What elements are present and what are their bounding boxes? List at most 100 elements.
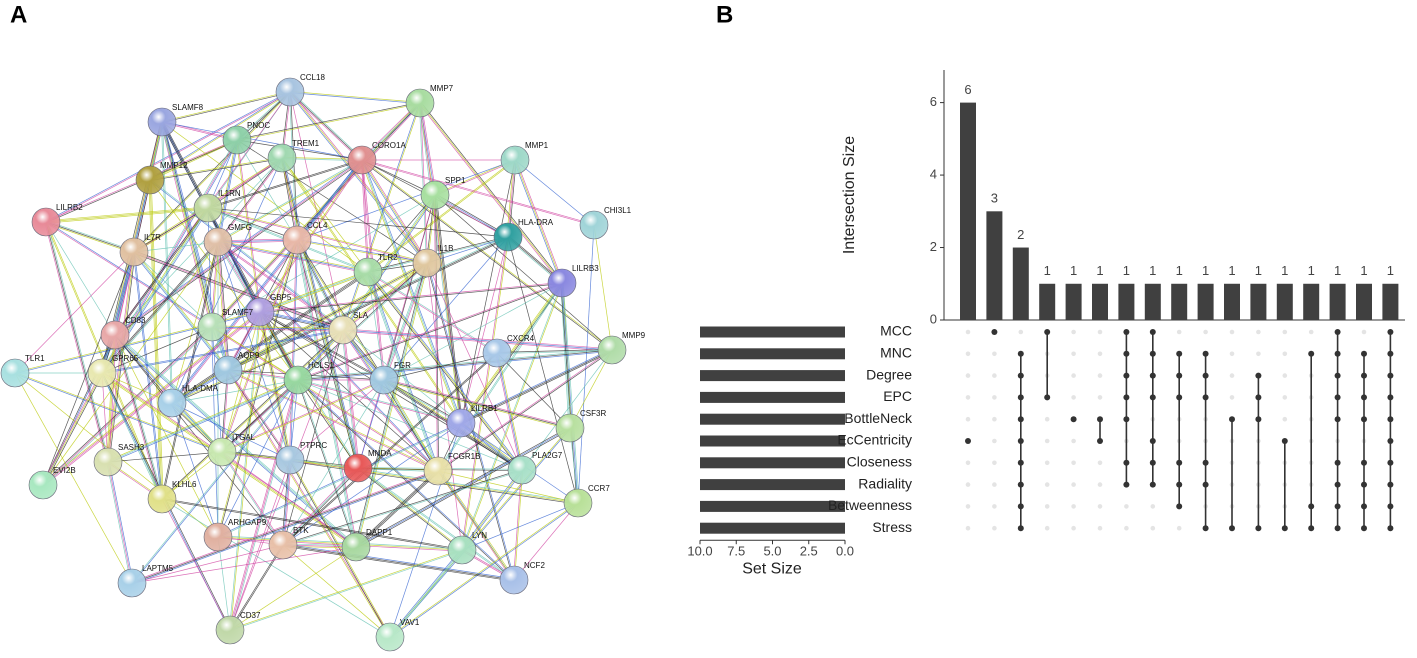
network-edge (221, 311, 261, 453)
network-edge (131, 469, 438, 583)
network-edge (208, 158, 283, 209)
network-edge (297, 239, 385, 380)
network-edge (14, 251, 135, 374)
network-node (213, 355, 243, 385)
network-edge (462, 237, 509, 551)
network-edge (438, 283, 563, 472)
matrix-dot (1255, 394, 1262, 401)
network-edge (462, 470, 524, 551)
matrix-dot (1176, 372, 1183, 379)
network-edge (217, 536, 231, 631)
set-size-bar (700, 522, 845, 534)
network-edge (161, 121, 363, 161)
matrix-dot (1123, 416, 1130, 423)
network-edge (160, 122, 212, 328)
network-edge (513, 502, 579, 581)
matrix-empty-dot (1097, 395, 1103, 400)
network-node (245, 297, 275, 327)
bar-label: 1 (1123, 263, 1130, 278)
network-edge (281, 157, 369, 273)
network-edge (101, 241, 219, 374)
set-label: Radiality (858, 475, 912, 491)
network-edge (43, 327, 214, 487)
node-label: LILRB3 (572, 264, 599, 273)
bar (1382, 283, 1399, 320)
matrix-dot (1149, 394, 1156, 401)
matrix-dot (1361, 459, 1367, 466)
matrix-dot (1097, 416, 1103, 423)
node-label: HLA-DRA (518, 218, 554, 227)
y-tick-label: 4 (930, 167, 937, 182)
network-edge (383, 379, 571, 429)
matrix-dot (1070, 416, 1077, 423)
network-edge (14, 373, 222, 453)
network-edge (15, 372, 223, 452)
network-edge (361, 160, 368, 273)
network-edge (418, 103, 562, 284)
matrix-empty-dot (992, 416, 997, 422)
network-edge (230, 545, 284, 631)
matrix-dot (1123, 394, 1130, 401)
network-edge (218, 158, 283, 243)
network-edge (171, 379, 299, 404)
network-edge (283, 470, 523, 546)
network-edge (496, 349, 612, 353)
network-edge (297, 380, 514, 581)
network-edge (342, 194, 436, 331)
network-edge (133, 251, 213, 328)
network-edge (133, 91, 290, 252)
network-edge (207, 159, 362, 208)
matrix-dot (965, 438, 971, 444)
network-edge (227, 236, 509, 371)
network-edge (107, 379, 299, 463)
matrix-dot (1229, 416, 1235, 423)
matrix-dot (1361, 394, 1367, 401)
network-edge (361, 159, 428, 264)
network-edge (161, 498, 391, 638)
matrix-dot (1017, 350, 1024, 357)
network-edge (221, 262, 427, 452)
network-edge (172, 330, 344, 404)
panel-label: B (716, 1, 733, 28)
bar-label: 1 (1360, 263, 1367, 278)
node-label: CHI3L1 (604, 206, 632, 215)
network-node (87, 358, 117, 388)
matrix-dot (1202, 459, 1209, 466)
bar-label: 1 (1070, 263, 1077, 278)
network-edge (218, 241, 344, 330)
bar (1092, 283, 1108, 320)
matrix-empty-dot (1044, 525, 1050, 531)
matrix-empty-dot (1097, 329, 1103, 335)
network-edge (106, 334, 115, 462)
network-edge (297, 379, 359, 469)
network-node (347, 145, 377, 175)
network-edge (42, 310, 260, 485)
network-edge (297, 380, 356, 548)
network-edge (229, 546, 357, 631)
node-label: MMP9 (622, 331, 646, 340)
network-edge (355, 426, 570, 547)
network-edge (260, 272, 369, 314)
matrix-empty-dot (965, 395, 971, 400)
matrix-dot (1334, 481, 1341, 488)
matrix-empty-dot (992, 438, 997, 444)
matrix-dot (1334, 372, 1341, 379)
network-edge (259, 271, 369, 313)
network-edge (289, 460, 390, 638)
network-edge (131, 546, 357, 584)
network-edge (460, 159, 516, 424)
network-edge (45, 91, 290, 222)
bar-label: 1 (1308, 263, 1315, 278)
matrix-dot (1123, 372, 1130, 379)
node-label: LAPTM5 (142, 564, 174, 573)
matrix-dot (1308, 350, 1315, 357)
node-label: MMP7 (430, 84, 454, 93)
network-edge (162, 498, 463, 550)
network-edge (218, 240, 298, 538)
network-edge (367, 271, 385, 381)
matrix-empty-dot (965, 373, 971, 378)
matrix-empty-dot (965, 351, 971, 357)
network-edge (101, 373, 162, 500)
bar (1012, 247, 1029, 320)
matrix-dot (991, 329, 998, 335)
